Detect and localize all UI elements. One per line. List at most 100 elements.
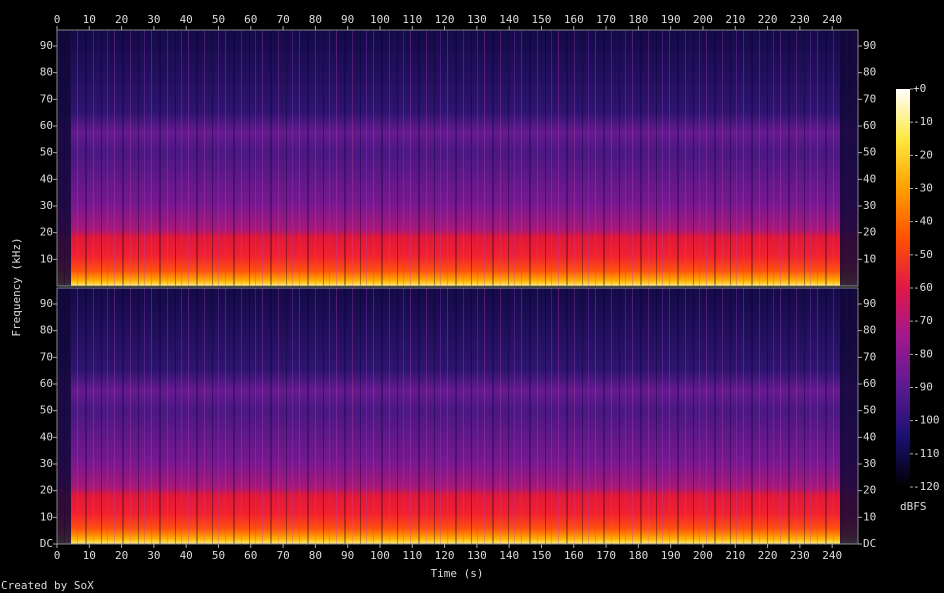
x-tick-label: 190 [661,549,681,562]
y-tick-label: 50 [40,404,53,417]
x-tick-label: 230 [790,13,810,26]
x-tick-label: 130 [467,549,487,562]
y-tick-label: 60 [863,119,876,132]
y-tick-label: 90 [40,297,53,310]
x-tick-label: 30 [147,549,160,562]
y-tick-label: 80 [863,66,876,79]
y-axis-label: Frequency (kHz) [10,237,23,336]
x-tick-label: 10 [83,13,96,26]
x-tick-label: 80 [309,13,322,26]
frame [56,29,859,287]
x-tick-label: 210 [725,549,745,562]
x-tick-label: 160 [564,13,584,26]
x-tick-label: 50 [212,549,225,562]
x-tick-label: 50 [212,13,225,26]
colorbar-label: dBFS [900,500,927,513]
x-tick-label: 170 [596,549,616,562]
colorbar-tick-label: -90 [913,381,933,394]
x-tick-label: 100 [370,549,390,562]
x-tick-label: 170 [596,13,616,26]
x-tick-label: 100 [370,13,390,26]
footer: Created by SoX [1,579,94,592]
x-tick-label: 0 [54,13,61,26]
y-tick-label: 20 [40,484,53,497]
colorbar-tick-label: -30 [913,182,933,195]
colorbar-tick-label: -70 [913,314,933,327]
colorbar-tick-label: -80 [913,347,933,360]
y-tick-label: DC [863,537,876,550]
y-tick-label: 70 [40,350,53,363]
y-tick-label: 10 [40,510,53,523]
x-tick-label: 90 [341,13,354,26]
y-tick-label: 30 [863,457,876,470]
y-tick-label: 40 [863,430,876,443]
x-tick-label: 0 [54,549,61,562]
y-tick-label: 50 [40,146,53,159]
x-tick-label: 180 [628,13,648,26]
spectrogram-texture [57,288,858,544]
x-tick-label: 40 [180,13,193,26]
x-tick-label: 210 [725,13,745,26]
y-tick-label: 20 [40,226,53,239]
y-tick-label: 90 [863,39,876,52]
colorbar-tick-label: +0 [913,82,926,95]
y-tick-label: 30 [863,199,876,212]
x-tick-label: 60 [244,13,257,26]
colorbar-tick-label: -60 [913,281,933,294]
x-tick-label: 200 [693,549,713,562]
y-tick-label: 80 [40,66,53,79]
y-tick-label: 30 [40,199,53,212]
colorbar-tick-label: -40 [913,215,933,228]
y-tick-label: 40 [40,430,53,443]
x-tick-label: 90 [341,549,354,562]
y-tick-label: 50 [863,404,876,417]
y-tick-label: 70 [863,350,876,363]
x-tick-label: 60 [244,549,257,562]
y-tick-label: 40 [863,172,876,185]
y-tick-label: 60 [863,377,876,390]
y-tick-label: 20 [863,484,876,497]
x-tick-label: 70 [276,549,289,562]
x-tick-label: 40 [180,549,193,562]
silence [840,288,858,544]
x-tick-label: 110 [402,13,422,26]
y-tick-label: 60 [40,119,53,132]
x-tick-label: 160 [564,549,584,562]
colorbar-tick-label: -120 [913,480,940,493]
x-tick-label: 150 [532,549,552,562]
y-tick-label: 70 [863,92,876,105]
silence [840,30,858,286]
x-tick-label: 150 [532,13,552,26]
y-tick-label: DC [40,537,53,550]
y-tick-label: 20 [863,226,876,239]
colorbar-tick-label: -50 [913,248,933,261]
x-tick-label: 220 [758,13,778,26]
x-tick-label: 70 [276,13,289,26]
x-tick-label: 190 [661,13,681,26]
y-tick-label: 50 [863,146,876,159]
y-tick-label: 30 [40,457,53,470]
y-tick-label: 10 [863,252,876,265]
x-tick-label: 120 [435,549,455,562]
silence [57,288,71,544]
y-tick-label: 10 [40,252,53,265]
y-tick-label: 60 [40,377,53,390]
y-tick-label: 70 [40,92,53,105]
x-tick-label: 140 [499,13,519,26]
x-tick-label: 110 [402,549,422,562]
x-tick-label: 200 [693,13,713,26]
y-tick-label: 80 [863,324,876,337]
x-tick-label: 240 [822,549,842,562]
y-tick-label: 80 [40,324,53,337]
x-tick-label: 80 [309,549,322,562]
x-tick-label: 230 [790,549,810,562]
x-tick-label: 20 [115,549,128,562]
y-tick-label: 90 [40,39,53,52]
x-tick-label: 10 [83,549,96,562]
x-axis-label: Time (s) [431,567,484,580]
spectrogram-texture [57,30,858,286]
colorbar-tick-label: -20 [913,148,933,161]
x-tick-label: 120 [435,13,455,26]
silence [57,30,71,286]
